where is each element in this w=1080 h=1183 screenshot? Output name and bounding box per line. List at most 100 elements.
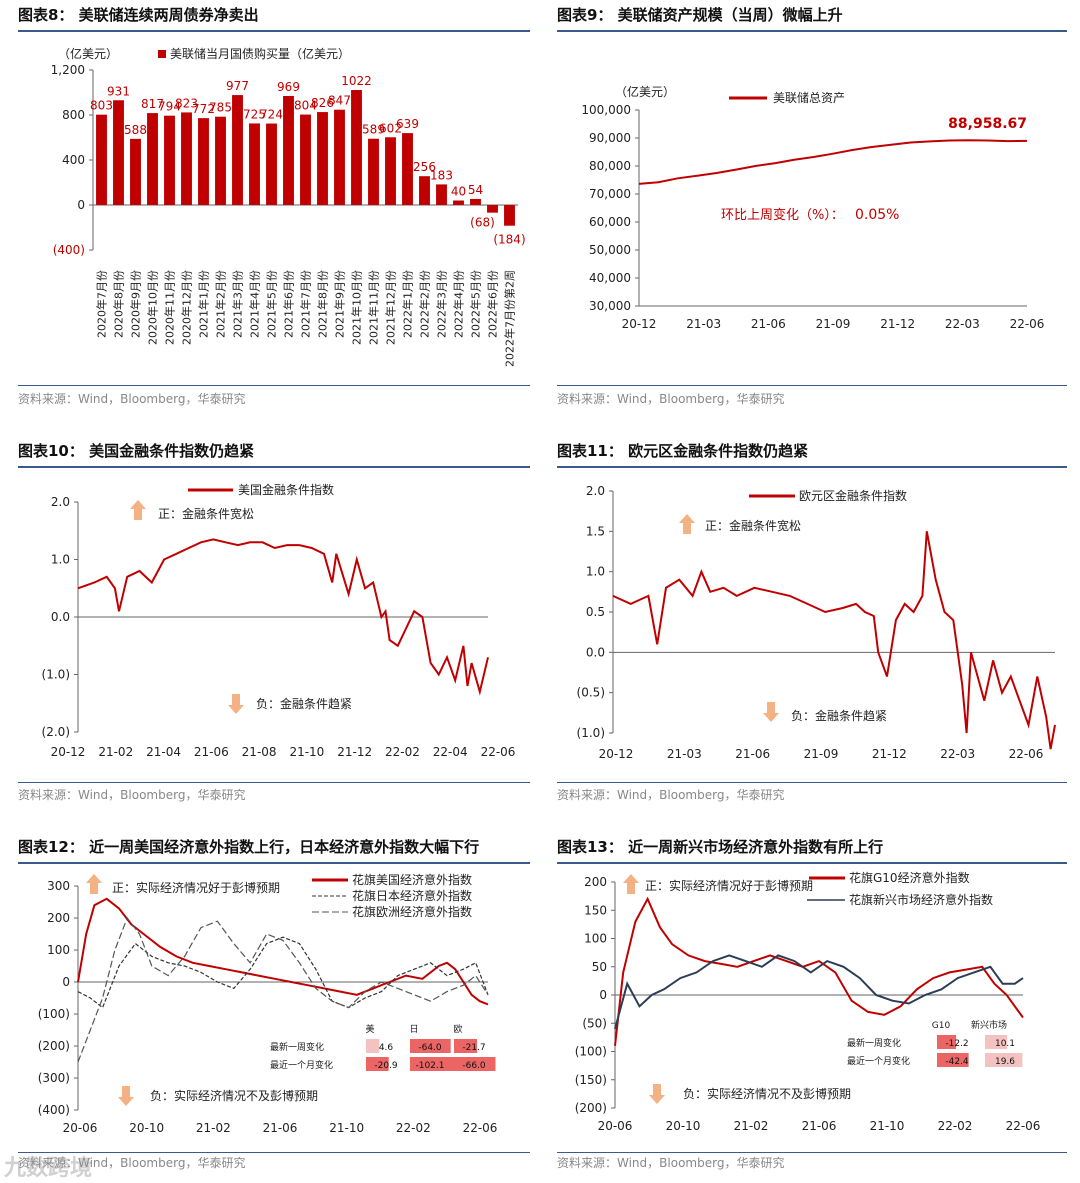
chart10-panel: 图表10： 美国金融条件指数仍趋紧 2.0 1.0 0.0 (1.0) (2.0) 20-… (18, 440, 530, 805)
chart12-down-arrow-icon (118, 1086, 134, 1106)
chart13-ytick-label: (200) (575, 1101, 607, 1115)
chart8-bar (487, 205, 498, 213)
chart10-ytick-label: (2.0) (42, 725, 70, 739)
chart12-xtick-label: 21-02 (196, 1121, 231, 1135)
chart8-ytick-label: 1,200 (51, 63, 85, 77)
chart10-up-arrow-icon (130, 500, 146, 520)
chart8-category-label: 2022年1月份 (401, 270, 415, 338)
chart8-bar (215, 116, 226, 205)
chart11-ytick-label: 1.5 (586, 524, 605, 538)
chart12-table-row-label: 最新一周变化 (270, 1041, 324, 1053)
chart8-bar (283, 95, 294, 205)
chart8-data-label: 639 (396, 117, 419, 131)
chart13-table-header: G10 (932, 1021, 951, 1031)
chart8-data-label: 977 (226, 79, 249, 93)
chart8-bar (368, 138, 379, 205)
chart12-down-note: 负：实际经济情况不及彭博预期 (150, 1088, 318, 1103)
chart10-source: 资料来源：Wind，Bloomberg，华泰研究 (18, 788, 246, 802)
chart8-bar (130, 138, 141, 205)
chart13-up-arrow-icon (623, 874, 639, 894)
chart8-bar (402, 133, 413, 205)
chart12-series-line (77, 916, 489, 1063)
chart8-data-label: 1022 (341, 74, 372, 88)
chart12-xtick-label: 22-02 (396, 1121, 431, 1135)
chart12-xtick-label: 22-06 (463, 1121, 498, 1135)
chart11-title-rule (557, 466, 1067, 468)
chart8-category-label: 2021年3月份 (231, 270, 245, 338)
chart13-table-row-label: 最近一个月变化 (847, 1055, 910, 1067)
chart8-bar (317, 112, 328, 205)
chart9-title-rule (557, 30, 1067, 32)
chart12-xtick-label: 20-06 (63, 1121, 98, 1135)
chart10-xtick-label: 20-12 (51, 745, 86, 759)
chart9-title: 图表9： 美联储资产规模（当周）微幅上升 (557, 6, 843, 24)
chart9-xtick-label: 21-12 (880, 317, 915, 331)
chart9-xtick-label: 20-12 (622, 317, 657, 331)
chart11-up-note: 正：金融条件宽松 (705, 518, 801, 533)
chart12-ytick-label: 200 (47, 911, 70, 925)
chart12-table-value: -20.9 (374, 1061, 398, 1071)
chart10-title: 图表10： 美国金融条件指数仍趋紧 (18, 442, 255, 460)
chart8-title: 图表8： 美联储连续两周债券净卖出 (18, 6, 259, 24)
chart10-xtick-label: 22-04 (433, 745, 468, 759)
chart10-down-arrow-icon (228, 694, 244, 714)
chart13-ytick-label: 100 (584, 932, 607, 946)
chart13-plot: 200 150 100 50 0 (50) (100) (150) (200) 20-06 20-1… (575, 870, 1041, 1133)
chart8-category-label: 2021年7月份 (299, 270, 313, 338)
chart9-legend-label: 美联储总资产 (773, 90, 845, 105)
chart8-category-label: 2022年7月份第2周 (503, 270, 517, 367)
chart8-ytick-label: 800 (62, 108, 85, 122)
chart8-category-label: 2022年3月份 (435, 270, 449, 338)
chart8-bar (436, 184, 447, 205)
chart8-category-label: 2020年10月份 (146, 270, 160, 345)
watermark: 九数跨境 (4, 1156, 93, 1181)
chart13-series-line (614, 896, 1024, 1046)
chart11-panel: 图表11： 欧元区金融条件指数仍趋紧 2.0 1.5 1.0 0.5 0.0 (0.5) (… (557, 440, 1067, 805)
chart8-panel: 图表8： 美联储连续两周债券净卖出 （亿美元） 美联储当月国债购买量（亿美元） 1,… (18, 4, 530, 406)
chart8-title-rule (18, 30, 530, 32)
chart9-ytick-label: 40,000 (589, 271, 631, 285)
chart8-bar (96, 114, 107, 205)
chart13-table-value: -12.2 (945, 1039, 968, 1049)
chart8-legend-label: 美联储当月国债购买量（亿美元） (170, 46, 350, 61)
chart12-xtick-label: 21-10 (329, 1121, 364, 1135)
chart13-table-value: 10.1 (995, 1039, 1015, 1049)
chart12-xtick-label: 20-10 (129, 1121, 164, 1135)
chart11-title: 图表11： 欧元区金融条件指数仍趋紧 (557, 442, 809, 460)
chart13-ytick-label: 200 (584, 875, 607, 889)
chart12-source-rule (18, 1152, 530, 1153)
chart8-data-label: 40 (451, 185, 466, 199)
chart12-table-positive-bar (366, 1039, 380, 1053)
chart10-xtick-label: 21-08 (242, 745, 277, 759)
chart12-ytick-label: (200) (38, 1039, 70, 1053)
chart9-series-line (638, 139, 1028, 185)
chart13-legend-label-g10: 花旗G10经济意外指数 (849, 870, 970, 885)
chart12-source: 资料来源：Wind，Bloomberg，华泰研究 (18, 1156, 246, 1170)
chart12-title: 图表12： 近一周美国经济意外指数上行，日本经济意外指数大幅下行 (18, 838, 480, 856)
chart12-ytick-label: 300 (47, 879, 70, 893)
chart13-ytick-label: 50 (592, 960, 607, 974)
chart9-source: 资料来源：Wind，Bloomberg，华泰研究 (557, 392, 785, 406)
chart8-category-label: 2021年9月份 (333, 270, 347, 338)
chart8-category-label: 2022年6月份 (486, 270, 500, 338)
chart8-bar (453, 200, 464, 205)
chart8-category-label: 2020年9月份 (129, 270, 143, 338)
chart10-xtick-label: 22-06 (481, 745, 516, 759)
chart12-xtick-label: 21-06 (263, 1121, 298, 1135)
chart11-plot: 2.0 1.5 1.0 0.5 0.0 (0.5) (1.0) 20-12 21-03 21-06… (577, 484, 1056, 761)
chart12-series-line (77, 897, 489, 1006)
chart13-ytick-label: 0 (599, 988, 607, 1002)
chart9-ytick-label: 70,000 (589, 187, 631, 201)
chart11-legend-label: 欧元区金融条件指数 (799, 488, 907, 503)
chart12-ytick-label: 100 (47, 943, 70, 957)
chart8-data-label: 804 (294, 99, 317, 113)
chart8-plot: （亿美元） 美联储当月国债购买量（亿美元） 1,200 800 400 0 (400) 803… (51, 46, 526, 367)
chart12-table-negative-bar (410, 1057, 454, 1071)
chart9-ytick-label: 30,000 (589, 299, 631, 313)
chart8-category-label: 2021年1月份 (197, 270, 211, 338)
chart12-ytick-label: (400) (38, 1103, 70, 1117)
chart8-ylabel: （亿美元） (58, 46, 118, 61)
chart8-bar (113, 100, 124, 205)
chart11-xtick-label: 20-12 (599, 747, 634, 761)
chart11-source: 资料来源：Wind，Bloomberg，华泰研究 (557, 788, 785, 802)
